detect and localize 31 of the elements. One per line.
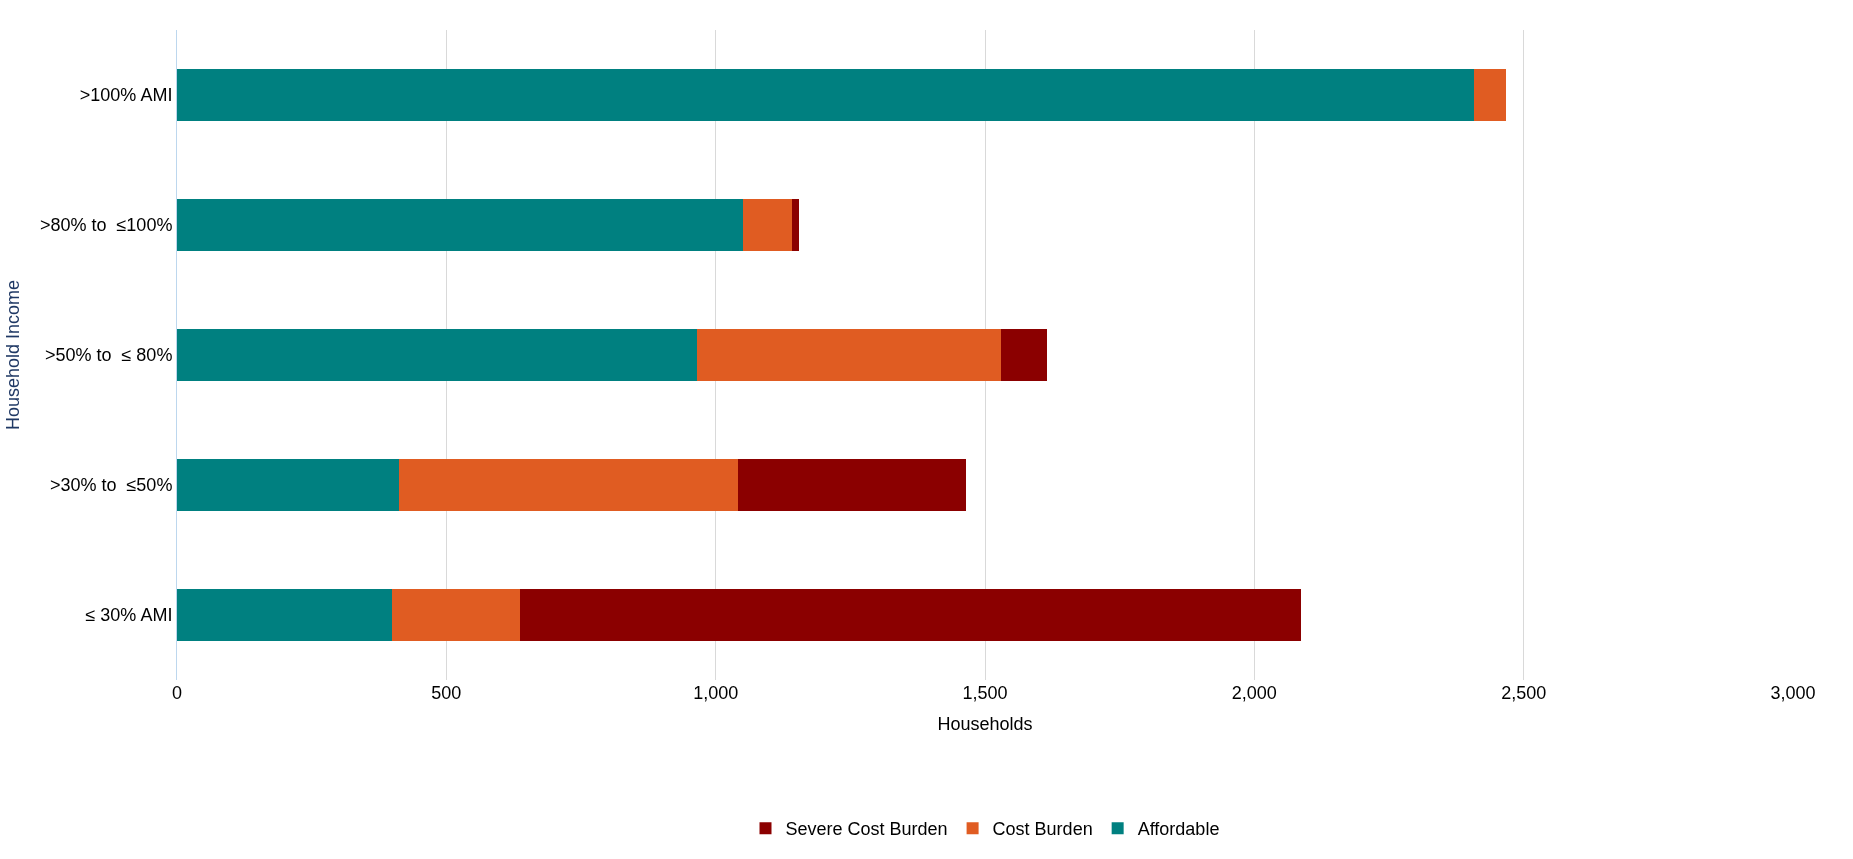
bar [743,199,792,251]
legend-label: Cost Burden [992,819,1093,840]
bar [177,69,1474,121]
bar [791,199,800,251]
bar [738,459,967,511]
bar [177,459,399,511]
bar [398,459,739,511]
bar [520,589,1301,641]
legend-label: Affordable [1137,819,1220,840]
y-tick-label: >30% to ≤50% [49,475,173,496]
x-tick-label: 1,000 [693,683,739,703]
legend-label: Severe Cost Burden [785,819,948,840]
bar [1001,329,1048,381]
bar [177,589,393,641]
y-tick-label: >50% to ≤ 80% [44,345,173,366]
x-axis-title: Households [937,714,1033,735]
bar [392,589,521,641]
y-tick-label: >80% to ≤100% [39,215,173,236]
bar [177,199,744,251]
y-tick-label: ≤ 30% AMI [85,605,173,626]
bar [177,329,697,381]
x-tick-label: 1,500 [962,683,1008,703]
x-tick-label: 2,500 [1501,683,1547,703]
y-axis-title: Household Income [3,279,24,431]
bar [696,329,1002,381]
x-tick-label: 0 [171,683,183,703]
y-tick-label: >100% AMI [79,85,173,106]
x-tick-label: 2,000 [1231,683,1277,703]
bar [1473,69,1507,121]
x-tick-label: 500 [431,683,462,703]
x-tick-label: 3,000 [1770,683,1816,703]
